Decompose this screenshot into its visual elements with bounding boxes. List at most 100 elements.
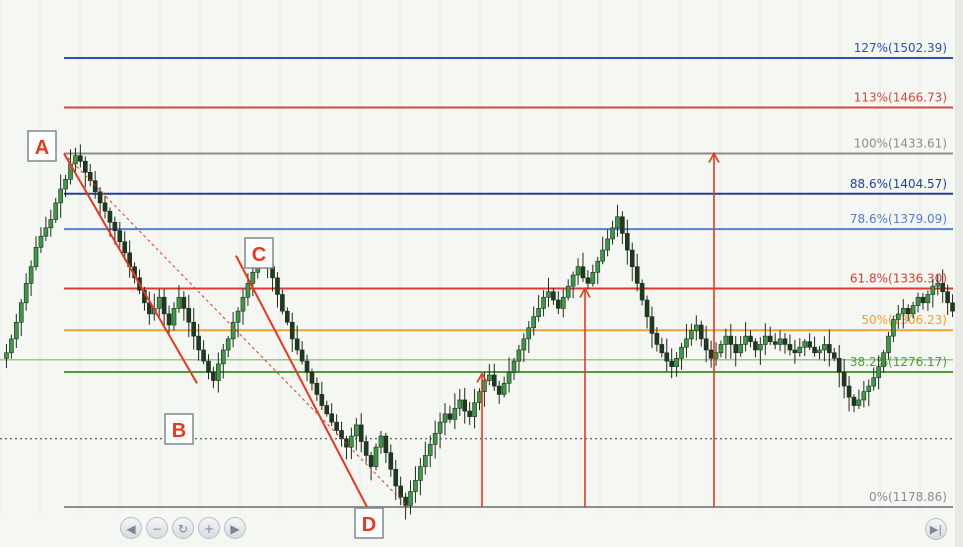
candle-body: [314, 382, 320, 395]
candle-body: [920, 296, 926, 304]
candle-body: [413, 480, 418, 492]
candle-body: [299, 349, 305, 362]
candle-body: [378, 435, 384, 448]
candle-body: [289, 321, 295, 340]
arrow-head: [708, 151, 720, 163]
candle-body: [225, 338, 231, 351]
candle-body: [206, 360, 211, 373]
candle-body: [861, 391, 867, 401]
candle-body: [383, 435, 389, 453]
arrow-head: [579, 286, 591, 298]
candle-body: [181, 296, 187, 309]
candle-body: [871, 377, 876, 387]
candle-body: [176, 296, 182, 309]
chart-navigation: ◀ − ↻ + ▶: [120, 517, 246, 539]
candle-body: [891, 319, 896, 337]
candle-body: [403, 496, 408, 506]
candle-body: [876, 366, 881, 379]
candle-body: [930, 285, 936, 295]
candle-body: [496, 385, 502, 395]
candle-body: [220, 349, 226, 365]
candle-body: [684, 338, 689, 348]
candle-body: [235, 310, 241, 323]
candle-body: [334, 421, 339, 431]
candle-body: [817, 349, 822, 354]
candle-body: [679, 346, 684, 359]
candle-body: [836, 358, 842, 373]
point-label-box: [244, 237, 274, 269]
candle-body: [792, 349, 798, 354]
candle-body: [644, 299, 650, 317]
candle-body: [354, 424, 359, 437]
reset-button[interactable]: ↻: [172, 517, 194, 539]
candle-body: [600, 249, 605, 262]
candle-body: [649, 316, 655, 334]
candle-body: [639, 283, 645, 301]
next-button[interactable]: ▶: [224, 517, 246, 539]
candle-body: [945, 291, 950, 304]
candle-body: [851, 396, 857, 406]
candle-body: [797, 346, 803, 354]
candle-body: [422, 455, 428, 467]
candle-body: [703, 338, 709, 351]
candle-body: [802, 341, 808, 348]
swing-line: [235, 255, 368, 508]
candle-body: [772, 341, 778, 345]
candle-body: [462, 399, 468, 412]
candle-body: [915, 296, 921, 306]
candle-body: [767, 335, 773, 342]
candle-body: [866, 385, 872, 392]
candle-body: [886, 335, 891, 354]
candle-body: [73, 155, 78, 165]
candle-body: [97, 191, 103, 204]
candle-body: [472, 402, 477, 417]
candle-body: [733, 344, 739, 354]
candle-body: [344, 438, 349, 448]
candle-body: [14, 321, 19, 340]
candle-body: [324, 405, 330, 415]
candle-body: [408, 491, 413, 506]
candle-body: [777, 338, 783, 345]
candle-body: [560, 296, 566, 309]
candle-body: [590, 271, 596, 284]
candle-body: [48, 219, 54, 229]
candle-body: [4, 352, 9, 359]
candle-body: [28, 266, 34, 284]
candle-body: [748, 335, 753, 342]
candle-body: [585, 277, 591, 284]
candle-body: [664, 352, 670, 362]
candle-body: [625, 233, 630, 251]
candle-body: [452, 407, 458, 420]
candle-body: [546, 291, 551, 298]
candle-body: [659, 344, 665, 354]
candle-body: [925, 294, 931, 304]
candle-body: [33, 246, 39, 268]
fib-level-label: 88.6%(1404.57): [850, 177, 947, 191]
candle-body: [689, 330, 694, 340]
swing-line: [63, 152, 198, 384]
candle-body: [437, 421, 443, 434]
candle-body: [63, 178, 68, 190]
candle-body: [166, 313, 172, 326]
candle-body: [329, 413, 334, 423]
zoom-out-button[interactable]: −: [146, 517, 168, 539]
candle-body: [516, 349, 522, 362]
candle-body: [161, 296, 167, 315]
zoom-in-button[interactable]: +: [198, 517, 220, 539]
candle-body: [905, 308, 911, 315]
candle-body: [580, 266, 586, 279]
end-button[interactable]: ▶|: [925, 518, 947, 540]
fib-level-label: 100%(1433.61): [854, 136, 947, 150]
fib-level-label: 113%(1466.73): [854, 90, 947, 104]
candle-body: [491, 374, 497, 387]
candle-body: [935, 283, 941, 287]
point-label-box: [354, 507, 384, 539]
point-label: A: [35, 137, 49, 159]
right-scroll-strip[interactable]: [955, 0, 963, 547]
prev-button[interactable]: ◀: [120, 517, 142, 539]
candle-body: [309, 371, 315, 384]
fib-level-label: 127%(1502.39): [854, 41, 947, 55]
point-label-box: [27, 130, 57, 162]
point-label: C: [252, 244, 266, 266]
